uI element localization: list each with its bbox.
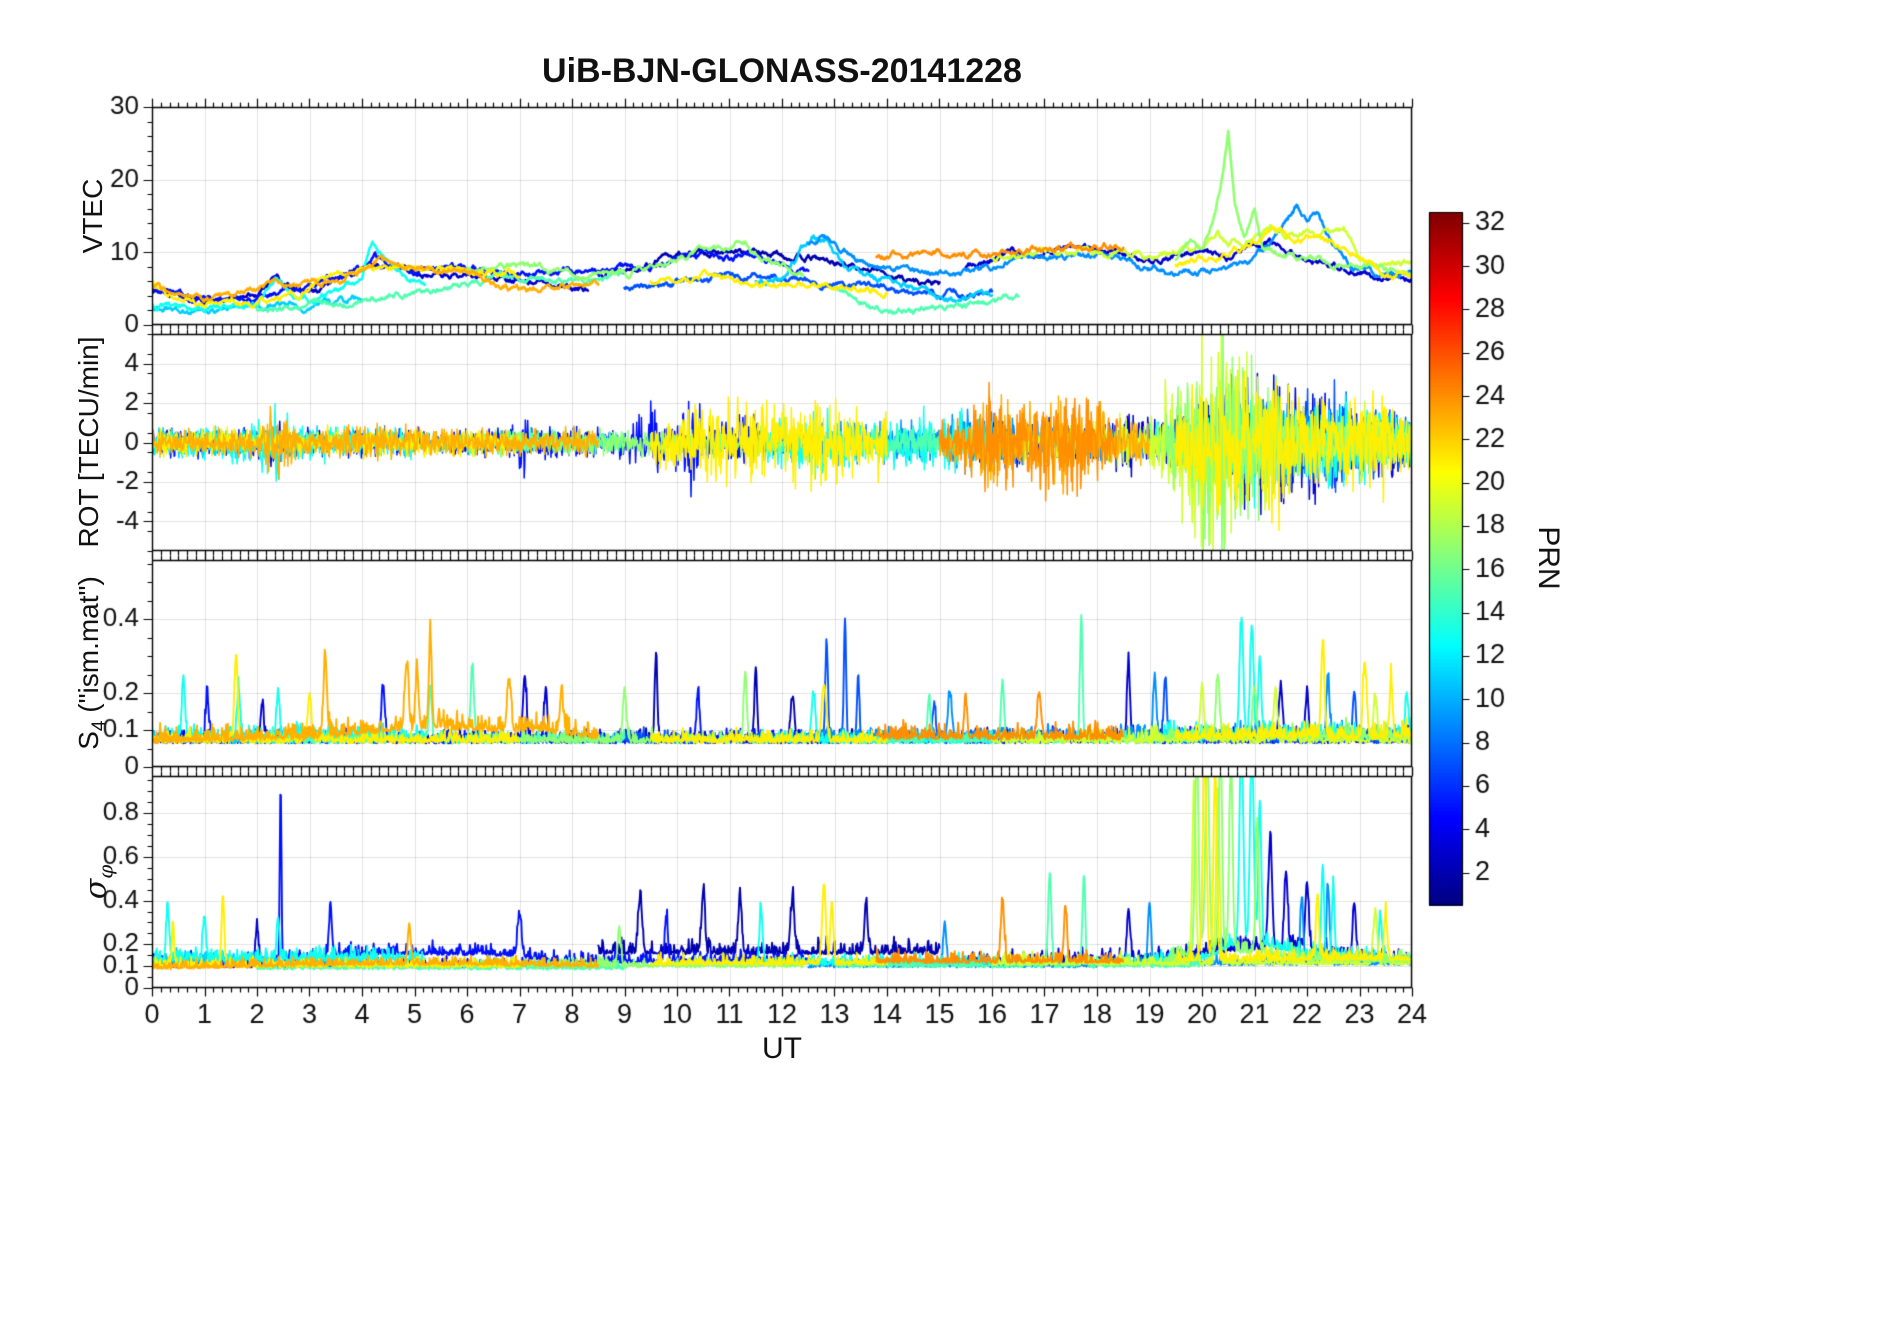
y-axis-label-rot: ROT [TECU/min]: [73, 336, 105, 548]
x-axis-label: UT: [762, 1032, 802, 1065]
y-axis-label-s4: S4 ("ism.mat"): [73, 576, 110, 750]
colorbar-label: PRN: [1532, 526, 1565, 590]
chart-title: UiB-BJN-GLONASS-20141228: [542, 52, 1022, 90]
y-axis-label-sigma-phi: σφ: [78, 864, 118, 900]
y-axis-label-vtec: VTEC: [77, 178, 109, 254]
